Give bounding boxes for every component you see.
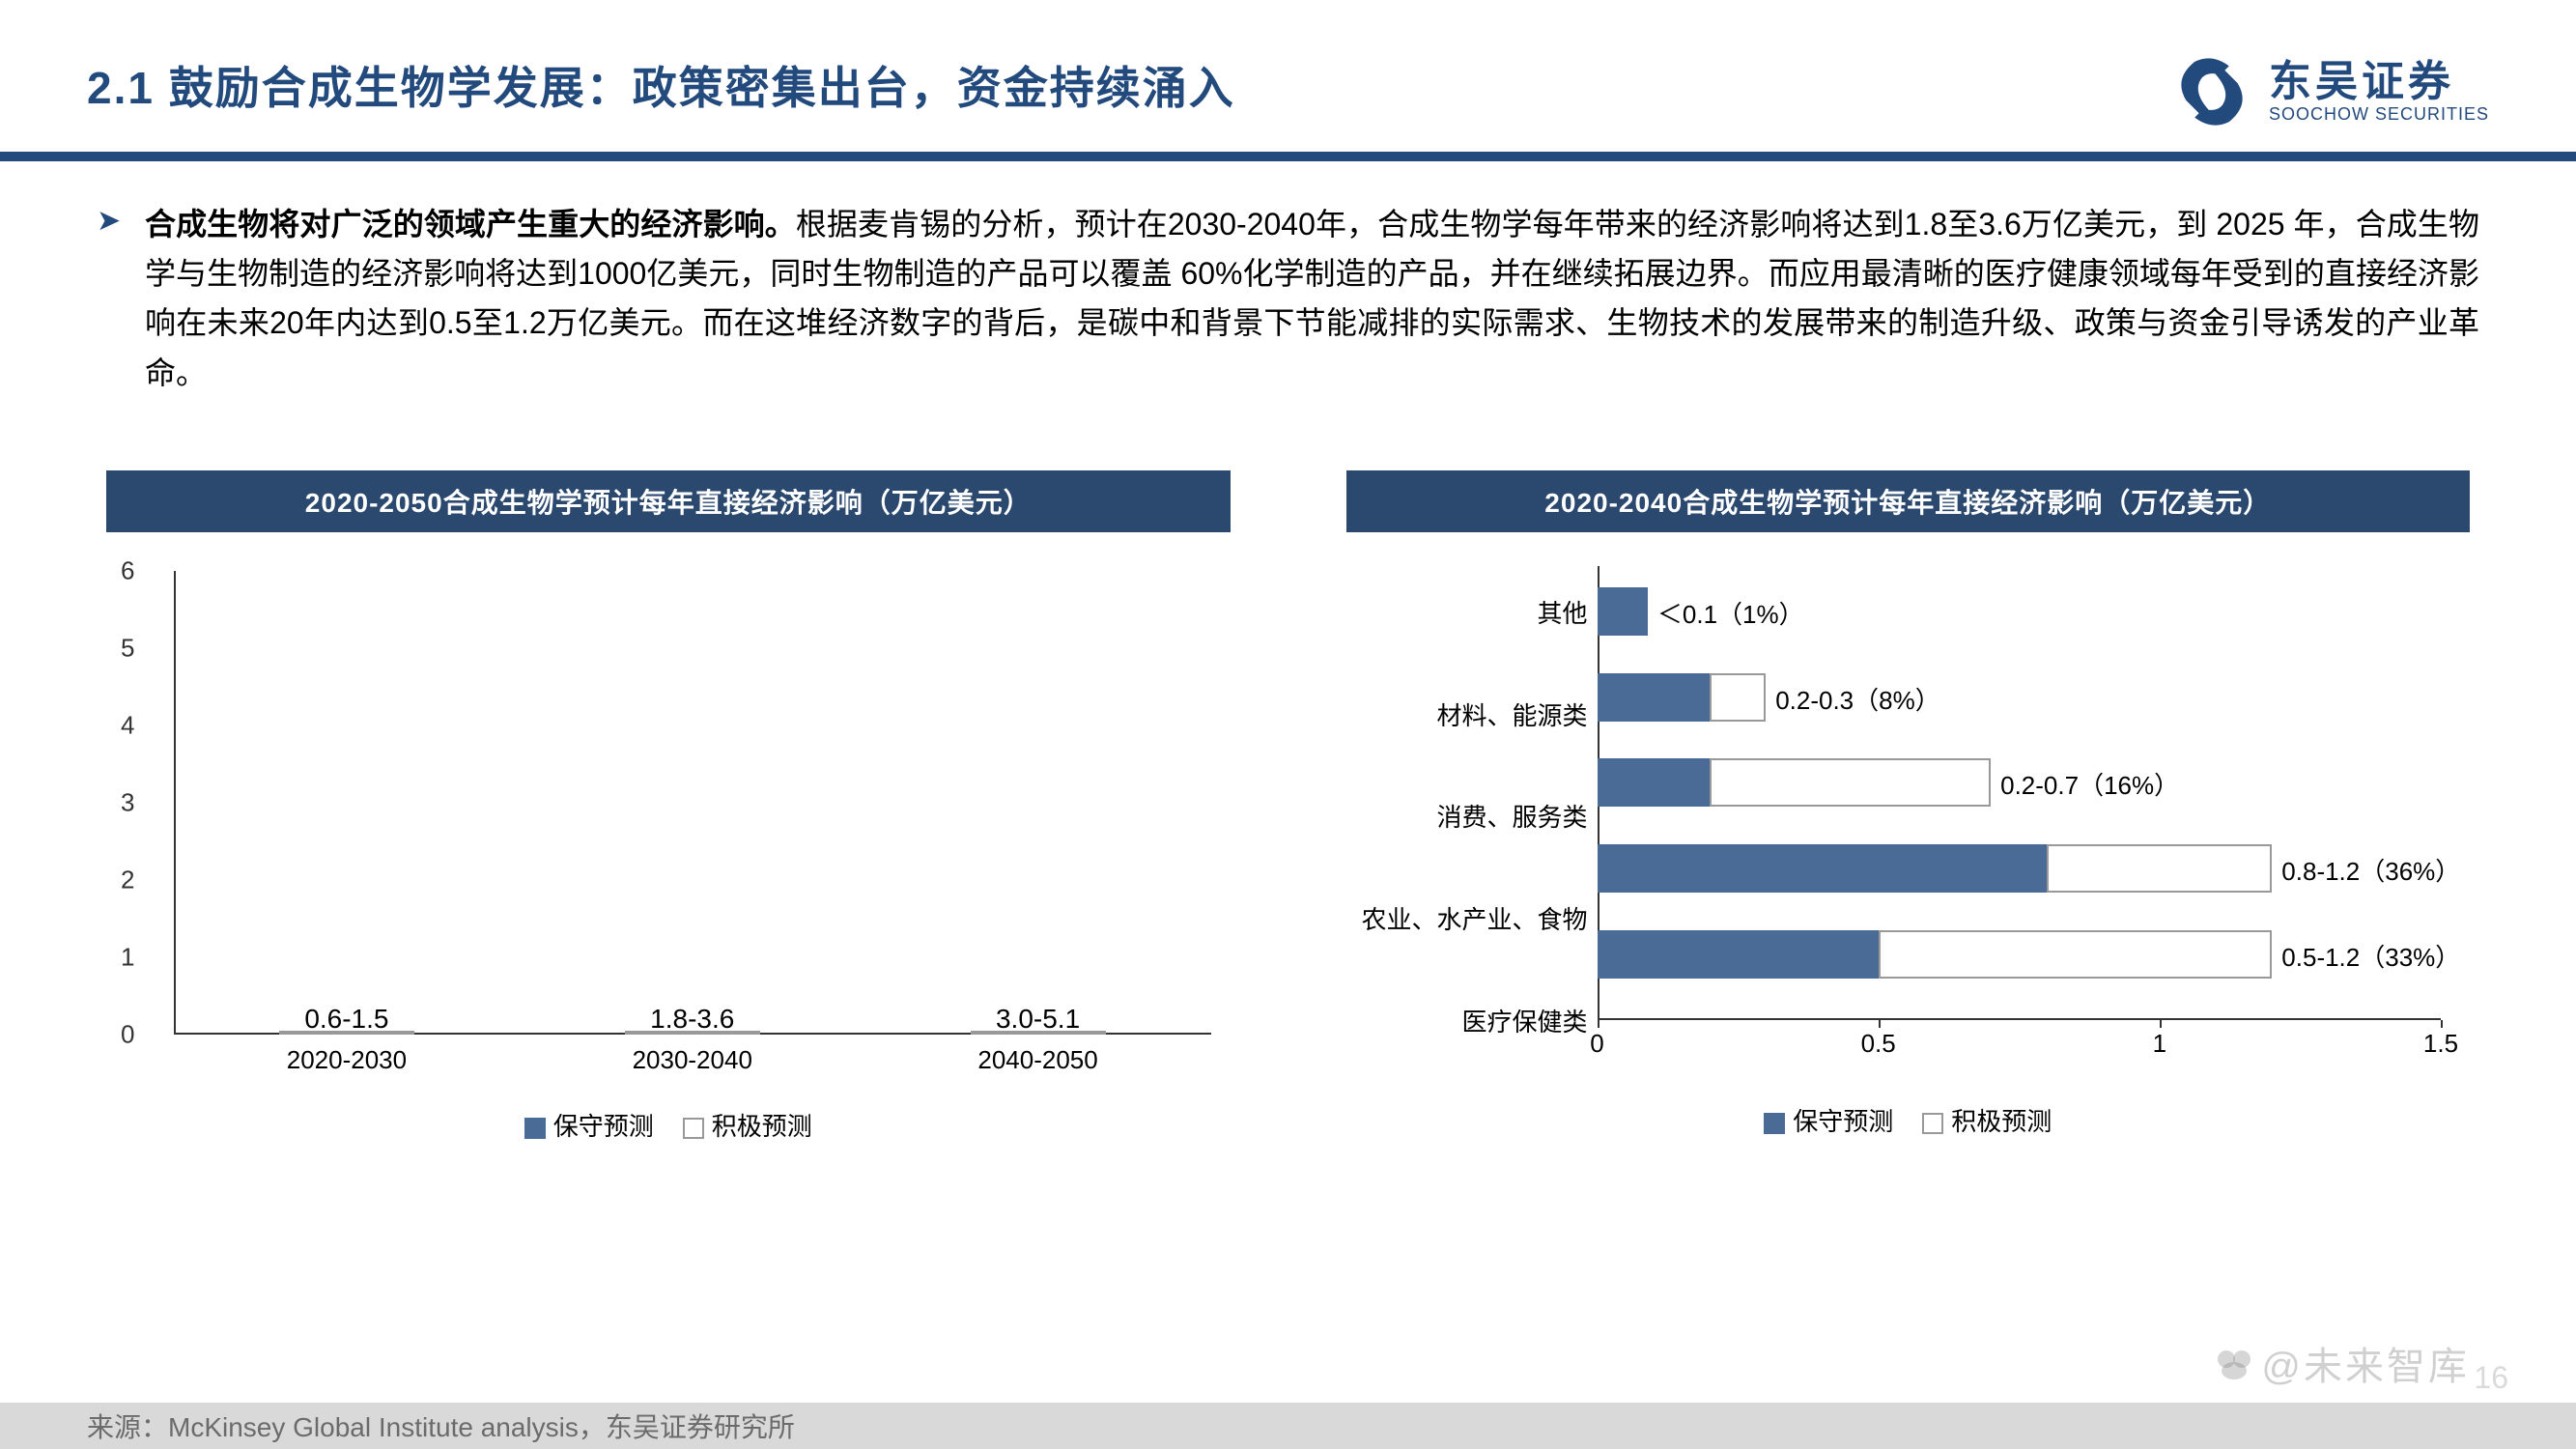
chart2-bar-segment [1710,673,1766,722]
watermark-text: @未来智库 [2261,1335,2470,1391]
legend-swatch-conservative [1764,1113,1785,1134]
chart2-xtick [2441,1020,2443,1028]
chart2-value-label: 0.8-1.2（36%） [2272,852,2460,888]
paragraph-bold: 合成生物将对广泛的领域产生重大的经济影响。 [145,207,796,242]
chart2-bar-row: 0.2-0.7（16%） [1598,758,2442,807]
chart2-xtick [2160,1020,2162,1028]
chart1-bar-cell: 0.6-1.52020-2030 [174,571,520,1035]
company-logo: 东吴证券 SOOCHOW SECURITIES [2168,53,2489,130]
logo-name-cn: 东吴证券 [2269,59,2489,105]
chart2-xtick-label: 0.5 [1861,1029,1896,1059]
chart2-bar-segment [1598,930,1879,979]
chart2-plot: ＜0.1（1%） 0.2-0.3（8%） 0.2-0.7（16%） 0.8-1.2（3… [1598,566,2442,1020]
watermark: @未来智库 [2213,1335,2470,1391]
chart2-bar-segment [1879,930,2273,979]
chart-left: 2020-2050合成生物学预计每年直接经济影响（万亿美元） 0 1 2 3 4 5 6 0.… [106,470,1231,1143]
legend-item-conservative: 保守预测 [1764,1102,1893,1138]
chart1-bar-label: 0.6-1.5 [250,1004,443,1035]
chart1-ytick: 1 [121,942,134,972]
chart1-ytick: 0 [121,1019,134,1049]
chart2-category-label: 医疗保健类 [1356,1003,1588,1038]
legend-item-optimistic: 积极预测 [1922,1102,2052,1138]
watermark-icon [2213,1342,2255,1384]
chart2-category-label: 农业、水产业、食物 [1356,900,1588,936]
chart2-bar-segment [1710,758,1991,807]
chart1-bar-label: 1.8-3.6 [596,1004,789,1035]
legend-swatch-conservative [524,1118,546,1139]
chart2-value-label: 0.5-1.2（33%） [2272,938,2460,974]
chart2-bar-row: 0.8-1.2（36%） [1598,844,2442,893]
legend-item-optimistic: 积极预测 [683,1107,812,1143]
bullet-paragraph: ➤ 合成生物将对广泛的领域产生重大的经济影响。根据麦肯锡的分析，预计在2030-… [97,200,2479,398]
chart1-category-label: 2020-2030 [174,1045,520,1075]
legend-label-optimistic: 积极预测 [1951,1107,2052,1136]
chart2-xtick-label: 1.5 [2423,1029,2458,1059]
source-text: 来源：McKinsey Global Institute analysis，东吴… [87,1406,795,1445]
source-bar: 来源：McKinsey Global Institute analysis，东吴… [0,1403,2576,1449]
chart2-bar-row: 0.5-1.2（33%） [1598,930,2442,979]
charts-row: 2020-2050合成生物学预计每年直接经济影响（万亿美元） 0 1 2 3 4 5 6 0.… [0,470,2576,1143]
chart2-body: ＜0.1（1%） 0.2-0.3（8%） 0.2-0.7（16%） 0.8-1.2（3… [1346,561,2471,1102]
chart2-bar-segment [1598,844,2048,893]
chart2-title: 2020-2040合成生物学预计每年直接经济影响（万亿美元） [1346,470,2471,532]
chart1-plot: 01234560.6-1.52020-20301.8-3.62030-20403… [174,571,1211,1035]
page-number: 16 [2474,1360,2508,1396]
chart1-bar-cell: 1.8-3.62030-2040 [520,571,865,1035]
chart2-xtick [1598,1020,1599,1028]
bullet-arrow-icon: ➤ [97,200,126,398]
header-divider [0,152,2576,161]
legend-label-optimistic: 积极预测 [712,1112,812,1141]
chart1-category-label: 2040-2050 [865,1045,1211,1075]
chart1-ytick: 4 [121,710,134,740]
legend-item-conservative: 保守预测 [524,1107,654,1143]
chart2-bar-segment [1598,758,1710,807]
logo-text: 东吴证券 SOOCHOW SECURITIES [2269,59,2489,125]
chart1-ytick: 3 [121,787,134,817]
chart2-bar-segment [1598,587,1648,636]
chart1-ytick: 5 [121,633,134,663]
paragraph-text: 合成生物将对广泛的领域产生重大的经济影响。根据麦肯锡的分析，预计在2030-20… [145,200,2479,398]
chart2-legend: 保守预测 积极预测 [1346,1102,2471,1138]
slide-title: 2.1 鼓励合成生物学发展：政策密集出台，资金持续涌入 [87,53,1235,117]
chart1-body: 01234560.6-1.52020-20301.8-3.62030-20403… [106,561,1231,1102]
chart2-bar-row: 0.2-0.3（8%） [1598,673,2442,722]
legend-swatch-optimistic [683,1118,704,1139]
legend-label-conservative: 保守预测 [553,1112,654,1141]
chart1-legend: 保守预测 积极预测 [106,1107,1231,1143]
chart-right: 2020-2040合成生物学预计每年直接经济影响（万亿美元） ＜0.1（1%） 0… [1346,470,2471,1143]
chart2-value-label: 0.2-0.3（8%） [1766,681,1940,717]
legend-swatch-optimistic [1922,1113,1943,1134]
chart2-value-label: 0.2-0.7（16%） [1991,766,2179,802]
chart2-xaxis [1598,1018,2442,1020]
chart2-bar-segment [2047,844,2272,893]
chart1-ytick: 6 [121,555,134,585]
logo-icon [2168,53,2255,130]
content-area: ➤ 合成生物将对广泛的领域产生重大的经济影响。根据麦肯锡的分析，预计在2030-… [0,161,2576,398]
chart2-value-label: ＜0.1（1%） [1648,595,1804,631]
chart1-title: 2020-2050合成生物学预计每年直接经济影响（万亿美元） [106,470,1231,532]
chart2-xtick [1879,1020,1881,1028]
chart2-category-label: 其他 [1356,594,1588,630]
slide-header: 2.1 鼓励合成生物学发展：政策密集出台，资金持续涌入 东吴证券 SOOCHOW… [0,0,2576,130]
logo-name-en: SOOCHOW SECURITIES [2269,105,2489,125]
chart2-category-label: 材料、能源类 [1356,696,1588,732]
chart1-bar-label: 3.0-5.1 [942,1004,1135,1035]
chart1-category-label: 2030-2040 [520,1045,865,1075]
legend-label-conservative: 保守预测 [1793,1107,1893,1136]
chart2-bar-segment [1598,673,1710,722]
chart1-bar-cell: 3.0-5.12040-2050 [865,571,1211,1035]
chart1-ytick: 2 [121,865,134,895]
chart2-bar-row: ＜0.1（1%） [1598,587,2442,636]
chart2-category-label: 消费、服务类 [1356,798,1588,834]
chart2-xtick-label: 1 [2153,1029,2166,1059]
chart2-xtick-label: 0 [1590,1029,1603,1059]
